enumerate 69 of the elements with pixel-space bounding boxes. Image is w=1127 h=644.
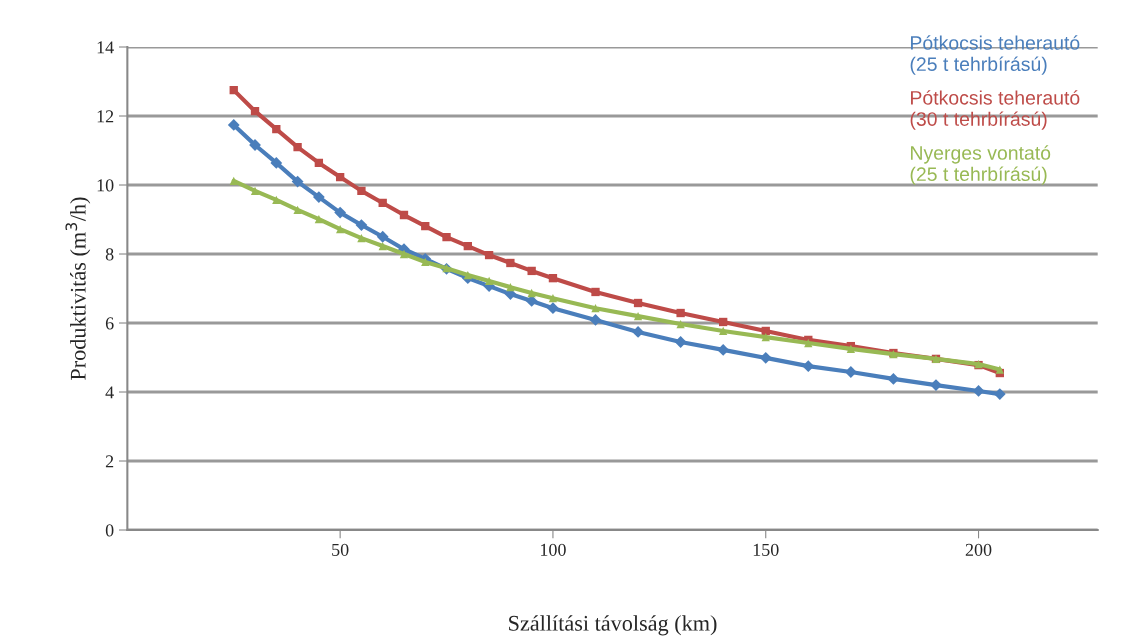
point: [293, 142, 302, 152]
point: [506, 258, 515, 268]
point: [484, 276, 494, 286]
point: [314, 158, 324, 168]
y-tick-label: 10: [97, 179, 114, 192]
y-tick-label: 2: [105, 455, 114, 468]
point: [227, 119, 240, 131]
point: [484, 250, 494, 260]
point: [355, 219, 368, 231]
point: [674, 336, 687, 348]
point: [930, 379, 942, 392]
point: [633, 311, 643, 321]
point: [250, 107, 260, 116]
y-tick-label: 6: [105, 317, 114, 330]
y-tick-label: 14: [97, 41, 114, 54]
point: [272, 195, 281, 205]
point: [399, 210, 409, 220]
x-tick-label: 200: [965, 543, 992, 556]
text: Nyerges vontató (25 t tehrbírású): [910, 145, 1051, 185]
point: [506, 282, 515, 292]
point: [591, 287, 600, 297]
y-axis-title: Produktivitás (m$^{3}$/h): [65, 197, 91, 380]
point: [335, 225, 345, 234]
point: [548, 274, 558, 283]
point: [591, 304, 600, 313]
point: [442, 232, 451, 242]
point: [312, 191, 325, 203]
point: [334, 206, 347, 219]
point: [293, 205, 302, 215]
point: [335, 172, 345, 182]
point: [719, 326, 728, 336]
x-axis-title: Szállítási távolság (km): [509, 615, 717, 636]
point: [291, 175, 304, 188]
x-tick-label: 150: [753, 543, 779, 556]
point: [229, 176, 238, 186]
point: [314, 215, 324, 224]
point: [270, 157, 283, 169]
point: [676, 319, 685, 329]
point: [633, 298, 643, 308]
point: [761, 326, 770, 336]
y-tick-label: 4: [105, 386, 114, 399]
y-tick-label: 8: [105, 248, 114, 261]
x-tick-label: 50: [332, 543, 349, 556]
point: [995, 365, 1004, 374]
point: [376, 230, 389, 243]
x-tick-label: 100: [540, 543, 566, 556]
point: [421, 221, 430, 231]
text: Pótkocsis teherautó (25 t tehrbírású): [910, 35, 1080, 75]
point: [250, 186, 260, 196]
y-tick-label: 0: [105, 524, 114, 537]
point: [272, 124, 281, 134]
point: [229, 85, 238, 95]
point: [548, 294, 558, 303]
point: [527, 288, 536, 298]
point: [357, 233, 366, 243]
point: [547, 302, 559, 315]
point: [589, 314, 602, 326]
point: [421, 257, 430, 267]
point: [357, 186, 366, 196]
y-tick-label: 12: [97, 110, 114, 123]
point: [527, 266, 536, 276]
point: [719, 317, 728, 327]
point: [463, 270, 472, 280]
point: [378, 241, 387, 251]
point: [761, 332, 770, 342]
point: [399, 249, 409, 259]
point: [378, 198, 387, 208]
point: [463, 241, 472, 251]
point: [676, 308, 685, 318]
